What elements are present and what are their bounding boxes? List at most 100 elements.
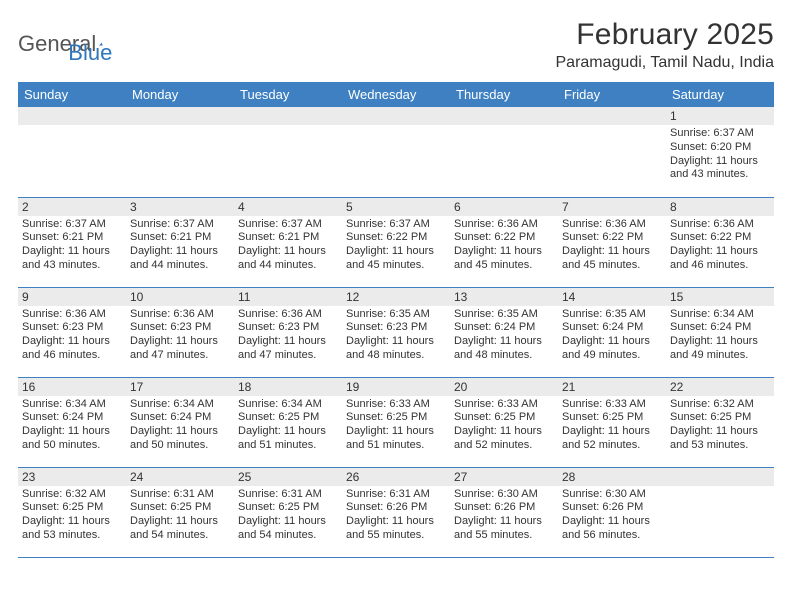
sunset-text: Sunset: 6:26 PM <box>346 501 446 515</box>
daylight-text: Daylight: 11 hours and 48 minutes. <box>454 335 554 363</box>
day-number: 5 <box>342 198 450 216</box>
day-number: 28 <box>558 468 666 486</box>
day-number: 8 <box>666 198 774 216</box>
calendar-cell <box>666 467 774 557</box>
calendar-cell: 22Sunrise: 6:32 AMSunset: 6:25 PMDayligh… <box>666 377 774 467</box>
sunrise-text: Sunrise: 6:31 AM <box>130 488 230 502</box>
daylight-text: Daylight: 11 hours and 51 minutes. <box>238 425 338 453</box>
sunset-text: Sunset: 6:25 PM <box>670 411 770 425</box>
day-number <box>126 107 234 125</box>
sunset-text: Sunset: 6:25 PM <box>130 501 230 515</box>
sunrise-text: Sunrise: 6:31 AM <box>346 488 446 502</box>
day-body: Sunrise: 6:34 AMSunset: 6:25 PMDaylight:… <box>234 396 342 457</box>
daylight-text: Daylight: 11 hours and 53 minutes. <box>22 515 122 543</box>
calendar-cell: 19Sunrise: 6:33 AMSunset: 6:25 PMDayligh… <box>342 377 450 467</box>
calendar-cell: 2Sunrise: 6:37 AMSunset: 6:21 PMDaylight… <box>18 197 126 287</box>
calendar-week: 2Sunrise: 6:37 AMSunset: 6:21 PMDaylight… <box>18 197 774 287</box>
calendar-cell <box>234 107 342 197</box>
day-number: 14 <box>558 288 666 306</box>
day-number: 2 <box>18 198 126 216</box>
weekday-header: Thursday <box>450 82 558 107</box>
calendar-head: SundayMondayTuesdayWednesdayThursdayFrid… <box>18 82 774 107</box>
day-body: Sunrise: 6:36 AMSunset: 6:23 PMDaylight:… <box>126 306 234 367</box>
month-title: February 2025 <box>556 18 775 52</box>
calendar-cell: 21Sunrise: 6:33 AMSunset: 6:25 PMDayligh… <box>558 377 666 467</box>
day-body: Sunrise: 6:36 AMSunset: 6:23 PMDaylight:… <box>234 306 342 367</box>
calendar-week: 16Sunrise: 6:34 AMSunset: 6:24 PMDayligh… <box>18 377 774 467</box>
calendar-cell: 24Sunrise: 6:31 AMSunset: 6:25 PMDayligh… <box>126 467 234 557</box>
day-number <box>666 468 774 486</box>
calendar-cell: 8Sunrise: 6:36 AMSunset: 6:22 PMDaylight… <box>666 197 774 287</box>
calendar-cell: 16Sunrise: 6:34 AMSunset: 6:24 PMDayligh… <box>18 377 126 467</box>
sunset-text: Sunset: 6:26 PM <box>562 501 662 515</box>
daylight-text: Daylight: 11 hours and 49 minutes. <box>562 335 662 363</box>
daylight-text: Daylight: 11 hours and 52 minutes. <box>562 425 662 453</box>
day-body: Sunrise: 6:36 AMSunset: 6:22 PMDaylight:… <box>558 216 666 277</box>
sunrise-text: Sunrise: 6:34 AM <box>670 308 770 322</box>
calendar-cell: 5Sunrise: 6:37 AMSunset: 6:22 PMDaylight… <box>342 197 450 287</box>
sunset-text: Sunset: 6:23 PM <box>238 321 338 335</box>
calendar-cell: 1Sunrise: 6:37 AMSunset: 6:20 PMDaylight… <box>666 107 774 197</box>
sunset-text: Sunset: 6:23 PM <box>346 321 446 335</box>
day-number: 13 <box>450 288 558 306</box>
daylight-text: Daylight: 11 hours and 54 minutes. <box>130 515 230 543</box>
sunrise-text: Sunrise: 6:37 AM <box>22 218 122 232</box>
day-number: 21 <box>558 378 666 396</box>
weekday-header: Saturday <box>666 82 774 107</box>
day-number: 6 <box>450 198 558 216</box>
calendar-cell: 4Sunrise: 6:37 AMSunset: 6:21 PMDaylight… <box>234 197 342 287</box>
day-body: Sunrise: 6:31 AMSunset: 6:25 PMDaylight:… <box>234 486 342 547</box>
sunrise-text: Sunrise: 6:30 AM <box>562 488 662 502</box>
day-body: Sunrise: 6:37 AMSunset: 6:21 PMDaylight:… <box>18 216 126 277</box>
sunrise-text: Sunrise: 6:36 AM <box>670 218 770 232</box>
day-number: 20 <box>450 378 558 396</box>
day-body: Sunrise: 6:36 AMSunset: 6:22 PMDaylight:… <box>450 216 558 277</box>
day-number: 27 <box>450 468 558 486</box>
sunset-text: Sunset: 6:22 PM <box>454 231 554 245</box>
day-body: Sunrise: 6:37 AMSunset: 6:21 PMDaylight:… <box>126 216 234 277</box>
day-number: 19 <box>342 378 450 396</box>
day-body: Sunrise: 6:34 AMSunset: 6:24 PMDaylight:… <box>18 396 126 457</box>
calendar-week: 1Sunrise: 6:37 AMSunset: 6:20 PMDaylight… <box>18 107 774 197</box>
sunset-text: Sunset: 6:22 PM <box>346 231 446 245</box>
sunrise-text: Sunrise: 6:32 AM <box>22 488 122 502</box>
sunset-text: Sunset: 6:24 PM <box>22 411 122 425</box>
day-body: Sunrise: 6:32 AMSunset: 6:25 PMDaylight:… <box>666 396 774 457</box>
calendar-cell: 26Sunrise: 6:31 AMSunset: 6:26 PMDayligh… <box>342 467 450 557</box>
daylight-text: Daylight: 11 hours and 45 minutes. <box>346 245 446 273</box>
sunrise-text: Sunrise: 6:34 AM <box>22 398 122 412</box>
sunrise-text: Sunrise: 6:37 AM <box>670 127 770 141</box>
weekday-header: Tuesday <box>234 82 342 107</box>
daylight-text: Daylight: 11 hours and 56 minutes. <box>562 515 662 543</box>
day-body: Sunrise: 6:31 AMSunset: 6:26 PMDaylight:… <box>342 486 450 547</box>
daylight-text: Daylight: 11 hours and 43 minutes. <box>670 155 770 183</box>
sunset-text: Sunset: 6:23 PM <box>130 321 230 335</box>
sunset-text: Sunset: 6:21 PM <box>130 231 230 245</box>
daylight-text: Daylight: 11 hours and 48 minutes. <box>346 335 446 363</box>
daylight-text: Daylight: 11 hours and 47 minutes. <box>130 335 230 363</box>
sunset-text: Sunset: 6:23 PM <box>22 321 122 335</box>
day-body: Sunrise: 6:36 AMSunset: 6:22 PMDaylight:… <box>666 216 774 277</box>
brand-logo: General Blue <box>18 22 112 66</box>
sunrise-text: Sunrise: 6:36 AM <box>22 308 122 322</box>
sunrise-text: Sunrise: 6:37 AM <box>130 218 230 232</box>
day-number: 9 <box>18 288 126 306</box>
daylight-text: Daylight: 11 hours and 46 minutes. <box>22 335 122 363</box>
calendar-body: 1Sunrise: 6:37 AMSunset: 6:20 PMDaylight… <box>18 107 774 557</box>
sunrise-text: Sunrise: 6:33 AM <box>454 398 554 412</box>
daylight-text: Daylight: 11 hours and 49 minutes. <box>670 335 770 363</box>
calendar-cell: 11Sunrise: 6:36 AMSunset: 6:23 PMDayligh… <box>234 287 342 377</box>
sunrise-text: Sunrise: 6:35 AM <box>454 308 554 322</box>
daylight-text: Daylight: 11 hours and 44 minutes. <box>130 245 230 273</box>
weekday-header: Sunday <box>18 82 126 107</box>
sunset-text: Sunset: 6:25 PM <box>22 501 122 515</box>
sunset-text: Sunset: 6:24 PM <box>562 321 662 335</box>
day-body: Sunrise: 6:35 AMSunset: 6:24 PMDaylight:… <box>450 306 558 367</box>
weekday-header: Friday <box>558 82 666 107</box>
day-number: 12 <box>342 288 450 306</box>
daylight-text: Daylight: 11 hours and 55 minutes. <box>346 515 446 543</box>
sunrise-text: Sunrise: 6:36 AM <box>130 308 230 322</box>
sunrise-text: Sunrise: 6:34 AM <box>238 398 338 412</box>
day-number: 16 <box>18 378 126 396</box>
sunset-text: Sunset: 6:24 PM <box>130 411 230 425</box>
